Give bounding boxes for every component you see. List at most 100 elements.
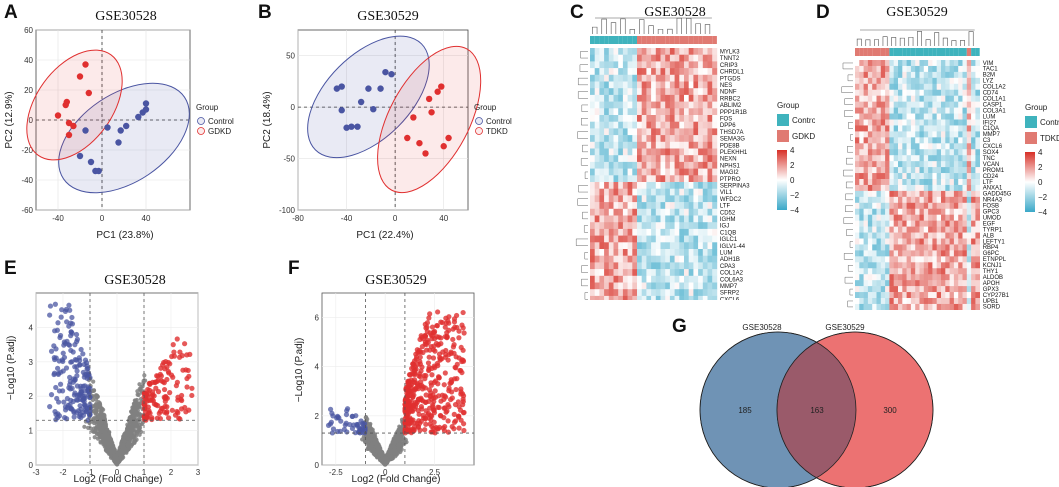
heatmap-cell	[885, 137, 890, 144]
heatmap-cell	[932, 226, 937, 233]
heatmap-cell	[637, 195, 642, 203]
row-dendrogram-branch	[577, 77, 588, 86]
heatmap-cell	[902, 89, 907, 96]
heatmap-cell	[932, 101, 937, 108]
heatmap-cell	[867, 107, 873, 114]
heatmap-cell	[949, 298, 955, 305]
heatmap-cell	[688, 208, 694, 216]
point-upregulated	[182, 404, 188, 411]
gene-label: TYRP1	[983, 227, 1003, 233]
heatmap-cell	[863, 244, 869, 251]
heatmap-cell	[688, 269, 694, 277]
heatmap-cell	[604, 182, 610, 189]
point-upregulated	[164, 376, 170, 383]
heatmap-cell	[885, 286, 890, 293]
gene-label: NDNF	[720, 90, 737, 96]
heatmap-cell	[660, 295, 666, 300]
heatmap-cell	[693, 242, 699, 250]
heatmap-cell	[604, 175, 610, 183]
heatmap-cell	[919, 303, 925, 310]
heatmap-cell	[932, 161, 937, 168]
heatmap-cell	[971, 119, 976, 126]
heatmap-cell	[618, 249, 624, 256]
point-tdkd	[425, 95, 433, 103]
heatmap-cell	[867, 125, 873, 132]
heatmap-cell	[707, 242, 713, 250]
heatmap-cell	[923, 95, 929, 102]
gene-label: FOS	[720, 117, 732, 123]
heatmap-cell	[594, 94, 600, 102]
heatmap-cell	[618, 242, 624, 250]
heatmap-cell	[906, 244, 912, 251]
heatmap-cell	[893, 65, 899, 73]
heatmap-cell	[915, 77, 920, 85]
heatmap-cell	[660, 208, 666, 216]
heatmap-cell	[962, 143, 968, 150]
heatmap-cell	[953, 60, 959, 67]
heatmap-cell	[622, 135, 628, 143]
heatmap-cell	[669, 195, 675, 203]
heatmap-cell	[660, 88, 666, 96]
heatmap-cell	[698, 228, 704, 236]
heatmap-cell	[889, 256, 894, 263]
heatmap-cell	[902, 274, 907, 281]
heatmap-cell	[919, 167, 925, 174]
heatmap-cell	[594, 208, 600, 216]
heatmap-cell	[702, 195, 708, 203]
heatmap-cell	[684, 108, 689, 116]
heatmap-cell	[932, 190, 937, 198]
heatmap-cell	[936, 83, 942, 91]
heatmap-cell	[936, 125, 942, 132]
heatmap-cell	[867, 143, 873, 150]
heatmap-cell	[618, 228, 624, 236]
heatmap-cell	[941, 250, 946, 257]
point-downregulated	[77, 403, 83, 409]
heatmap-cell	[958, 65, 963, 73]
heatmap-cell	[910, 244, 916, 251]
heatmap-cell	[936, 143, 942, 150]
gene-label: TNNT2	[720, 56, 740, 62]
heatmap-cell	[966, 179, 972, 186]
heatmap-cell	[923, 149, 929, 156]
heatmap-cell	[684, 115, 689, 122]
heatmap-cell	[674, 161, 680, 169]
heatmap-cell	[698, 155, 704, 163]
heatmap-cell	[688, 249, 694, 256]
heatmap-cell	[674, 155, 680, 163]
heatmap-cell	[936, 137, 942, 144]
heatmap-cell	[876, 83, 882, 91]
heatmap-cell	[655, 121, 661, 129]
heatmap-cell	[684, 295, 689, 300]
heatmap-cell	[880, 161, 886, 168]
heatmap-cell	[872, 232, 877, 239]
heatmap-cell	[966, 184, 972, 192]
heatmap-cell	[898, 119, 903, 126]
heatmap-cell	[923, 238, 929, 245]
heatmap-cell	[674, 215, 680, 223]
heatmap-cell	[919, 190, 925, 198]
heatmap-cell	[867, 155, 873, 162]
heatmap-cell	[876, 77, 882, 85]
heatmap-cell	[898, 298, 903, 305]
heatmap-cell	[712, 202, 718, 210]
heatmap-cell	[876, 250, 882, 257]
heatmap-cell	[885, 184, 890, 192]
heatmap-cell	[627, 135, 633, 143]
heatmap-cell	[679, 228, 685, 236]
heatmap-cell	[863, 256, 869, 263]
heatmap-cell	[928, 190, 933, 198]
heatmap-cell	[910, 167, 916, 174]
heatmap-cell	[953, 119, 959, 126]
heatmap-cell	[893, 244, 899, 251]
heatmap-cell	[712, 195, 718, 203]
heatmap-cell	[906, 143, 912, 150]
heatmap-cell	[608, 282, 614, 290]
point-control	[104, 124, 111, 131]
heatmap-cell	[941, 208, 946, 215]
heatmap-cell	[613, 282, 619, 290]
heatmap-cell	[693, 255, 699, 263]
heatmap-cell	[945, 196, 950, 204]
heatmap-cell	[880, 107, 886, 114]
heatmap-cell	[618, 68, 624, 76]
heatmap-cell	[651, 141, 657, 149]
